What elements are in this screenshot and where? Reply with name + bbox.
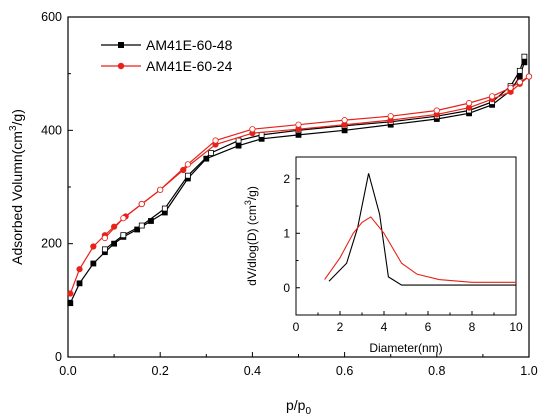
- main-y-tick-label: 600: [41, 10, 62, 24]
- series-2-desorption-point: [507, 84, 514, 91]
- series-1-adsorption-point: [67, 300, 74, 307]
- series-2-desorption-point: [101, 234, 108, 242]
- legend-label-series-2: AM41E-60-24: [146, 58, 233, 74]
- inset-y-tick-label: 1: [283, 226, 290, 240]
- inset-series-2-line: [324, 216, 516, 283]
- series-2-desorption-point: [465, 100, 473, 107]
- inset-y-tick-label: 2: [283, 172, 290, 186]
- series-2-desorption-point: [184, 161, 191, 168]
- inset-x-tick-label: 8: [469, 320, 476, 334]
- series-1-desorption-point: [521, 53, 528, 60]
- series-1-adsorption-point: [76, 280, 83, 287]
- series-1-adsorption-point: [521, 59, 528, 66]
- series-1-adsorption-point: [203, 155, 210, 162]
- inset-plot-border: [295, 156, 517, 316]
- series-2-desorption-line: [104, 75, 530, 239]
- series-2-adsorption-point: [67, 290, 74, 297]
- inset-y-axis: 0 1 2: [283, 172, 300, 295]
- main-y-tick-label: 0: [55, 350, 62, 364]
- series-2-adsorption-point: [90, 243, 97, 250]
- inset-series-1-line: [328, 173, 516, 286]
- inset-x-tick-label: 6: [425, 320, 432, 334]
- inset-x-tick-label: 10: [509, 320, 523, 334]
- legend-marker-series-2: [117, 62, 125, 70]
- series-2-desorption-point: [295, 121, 302, 128]
- inset-x-tick-label: 0: [293, 320, 300, 334]
- legend-entry-series-2: AM41E-60-24: [101, 58, 233, 74]
- series-2-desorption-point: [433, 107, 440, 114]
- main-x-axis-title: p/p0: [286, 397, 311, 417]
- inset-x-axis-title: Diameter(nm): [369, 341, 442, 355]
- inset-series-group: [324, 173, 516, 286]
- main-y-tick-label: 200: [41, 237, 62, 251]
- series-2-desorption-point: [120, 215, 127, 222]
- inset-y-tick-label: 0: [283, 281, 290, 295]
- inset-plot: 0 2 4 6 8 10 0 1 2 Diameter(nm) dV/dlog(D) (cm3…: [243, 156, 523, 355]
- series-2-desorption-point: [341, 117, 348, 124]
- series-2-desorption-point: [138, 200, 145, 208]
- legend-entry-series-1: AM41E-60-48: [101, 37, 233, 53]
- series-1-desorption-point: [101, 246, 108, 253]
- main-y-axis: 0 200 400 600: [41, 10, 73, 364]
- series-2-adsorption-point: [180, 166, 187, 174]
- series-1-desorption-point: [161, 205, 168, 212]
- series-1-adsorption-point: [235, 142, 242, 149]
- series-1-desorption-point: [516, 67, 523, 74]
- main-y-axis-title: Adsorbed Volumn(cm3/g): [8, 109, 25, 265]
- series-1-desorption-point: [235, 137, 242, 144]
- inset-x-tick-label: 2: [337, 320, 344, 334]
- series-2-desorption-point: [212, 137, 219, 144]
- series-2-adsorption-point: [76, 266, 83, 273]
- series-1-desorption-point: [120, 232, 127, 239]
- series-2-desorption-point: [516, 79, 523, 86]
- series-2-adsorption-point: [111, 223, 118, 230]
- series-2-desorption-point: [387, 113, 394, 120]
- main-y-tick-label: 400: [41, 123, 62, 137]
- series-1-desorption-point: [138, 222, 145, 229]
- series-1-desorption-point: [184, 172, 191, 179]
- main-x-tick-label: 1.0: [520, 364, 537, 378]
- series-2-desorption-point: [249, 126, 256, 133]
- legend: AM41E-60-48 AM41E-60-24: [101, 37, 233, 74]
- main-x-tick-label: 0.6: [336, 364, 353, 378]
- series-1-adsorption-point: [90, 260, 97, 267]
- main-x-tick-label: 0.0: [59, 364, 76, 378]
- series-2-desorption-point: [525, 73, 533, 80]
- inset-x-tick-label: 4: [381, 320, 388, 334]
- series-1-adsorption-line: [69, 62, 525, 304]
- series-2-desorption-point: [157, 186, 164, 193]
- inset-x-axis: 0 2 4 6 8 10: [293, 311, 523, 334]
- main-x-tick-label: 0.4: [244, 364, 261, 378]
- series-1-adsorption-point: [516, 73, 523, 80]
- main-x-tick-label: 0.2: [152, 364, 169, 378]
- legend-label-series-1: AM41E-60-48: [146, 37, 233, 53]
- series-2-desorption-point: [489, 93, 496, 100]
- main-series-group: [67, 53, 533, 307]
- inset-y-axis-title: dV/dlog(D) (cm3/g): [243, 186, 259, 286]
- main-x-axis: 0.0 0.2 0.4 0.6 0.8 1.0: [59, 352, 538, 378]
- legend-marker-series-1: [118, 42, 124, 48]
- main-x-tick-label: 0.8: [428, 364, 445, 378]
- series-1-desorption-point: [208, 150, 214, 156]
